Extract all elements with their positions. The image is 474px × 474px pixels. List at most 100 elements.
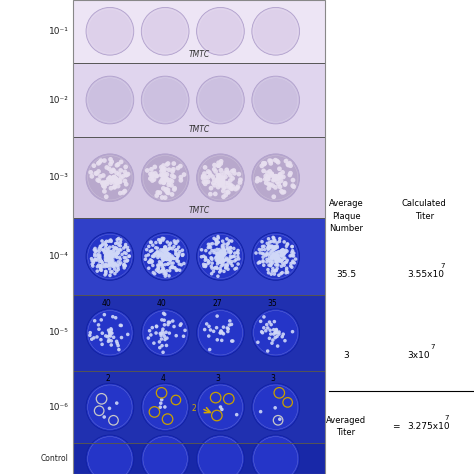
- Circle shape: [218, 267, 222, 270]
- Circle shape: [119, 261, 123, 264]
- Circle shape: [90, 174, 94, 179]
- Circle shape: [216, 254, 220, 257]
- Circle shape: [274, 174, 279, 179]
- Circle shape: [106, 255, 109, 258]
- Text: 35: 35: [267, 299, 277, 308]
- Circle shape: [182, 335, 185, 338]
- Circle shape: [108, 255, 112, 258]
- Circle shape: [276, 344, 280, 348]
- Circle shape: [164, 254, 168, 257]
- Circle shape: [160, 195, 164, 200]
- Circle shape: [106, 255, 110, 259]
- Circle shape: [219, 257, 223, 260]
- Circle shape: [162, 256, 165, 260]
- Circle shape: [181, 254, 184, 257]
- Circle shape: [220, 244, 224, 247]
- Circle shape: [172, 161, 176, 166]
- Circle shape: [164, 272, 167, 275]
- Circle shape: [166, 257, 170, 261]
- Circle shape: [99, 257, 102, 261]
- Circle shape: [219, 182, 224, 186]
- Circle shape: [119, 175, 124, 180]
- Circle shape: [156, 256, 160, 259]
- Circle shape: [116, 342, 119, 345]
- Circle shape: [163, 254, 166, 257]
- Circle shape: [97, 263, 100, 267]
- Circle shape: [288, 164, 293, 168]
- Circle shape: [163, 254, 166, 257]
- Circle shape: [269, 250, 273, 254]
- Circle shape: [285, 162, 290, 167]
- Circle shape: [118, 263, 121, 266]
- Circle shape: [141, 8, 189, 55]
- Circle shape: [109, 255, 113, 259]
- Circle shape: [274, 174, 279, 179]
- Circle shape: [214, 256, 217, 260]
- Circle shape: [164, 172, 169, 177]
- Circle shape: [274, 246, 277, 250]
- Circle shape: [151, 173, 155, 178]
- Circle shape: [218, 260, 221, 264]
- Circle shape: [113, 247, 117, 251]
- Circle shape: [219, 255, 223, 258]
- Circle shape: [269, 263, 273, 266]
- Circle shape: [158, 260, 161, 264]
- Text: 3: 3: [271, 374, 276, 383]
- Circle shape: [179, 324, 182, 327]
- Circle shape: [167, 247, 171, 251]
- Circle shape: [113, 255, 117, 258]
- Circle shape: [207, 260, 211, 264]
- Circle shape: [282, 190, 286, 194]
- Circle shape: [220, 338, 224, 342]
- Circle shape: [154, 254, 158, 257]
- Circle shape: [109, 259, 112, 263]
- Circle shape: [178, 175, 183, 180]
- Text: 2: 2: [192, 404, 197, 413]
- Circle shape: [168, 258, 172, 262]
- Circle shape: [223, 192, 228, 197]
- Circle shape: [260, 240, 264, 244]
- Circle shape: [229, 262, 233, 265]
- Circle shape: [267, 237, 270, 241]
- Circle shape: [274, 159, 279, 164]
- Circle shape: [118, 324, 122, 327]
- Circle shape: [216, 256, 219, 260]
- Circle shape: [104, 272, 108, 275]
- Circle shape: [102, 313, 106, 317]
- Circle shape: [208, 173, 213, 177]
- Circle shape: [268, 246, 271, 250]
- Circle shape: [126, 248, 129, 252]
- Circle shape: [219, 330, 223, 333]
- Circle shape: [155, 246, 159, 250]
- Circle shape: [271, 267, 274, 270]
- Circle shape: [169, 256, 172, 260]
- Circle shape: [105, 253, 109, 256]
- Text: 40: 40: [101, 299, 111, 308]
- Circle shape: [157, 190, 162, 195]
- Circle shape: [272, 238, 276, 242]
- Circle shape: [275, 256, 279, 259]
- Circle shape: [164, 254, 167, 258]
- Circle shape: [266, 182, 271, 187]
- Circle shape: [226, 247, 230, 251]
- Circle shape: [215, 258, 218, 262]
- Circle shape: [173, 241, 177, 245]
- Circle shape: [286, 163, 291, 167]
- Circle shape: [269, 159, 273, 164]
- Circle shape: [149, 258, 152, 262]
- Circle shape: [216, 274, 220, 278]
- Circle shape: [109, 264, 112, 268]
- Circle shape: [226, 181, 230, 185]
- Circle shape: [227, 185, 231, 190]
- Circle shape: [221, 181, 226, 186]
- Circle shape: [148, 249, 152, 253]
- Circle shape: [164, 254, 168, 257]
- Circle shape: [103, 263, 107, 267]
- Circle shape: [169, 241, 173, 245]
- Circle shape: [102, 189, 107, 194]
- Circle shape: [173, 266, 176, 269]
- Circle shape: [164, 251, 167, 255]
- Circle shape: [172, 245, 176, 248]
- Circle shape: [206, 259, 210, 263]
- Circle shape: [210, 261, 214, 265]
